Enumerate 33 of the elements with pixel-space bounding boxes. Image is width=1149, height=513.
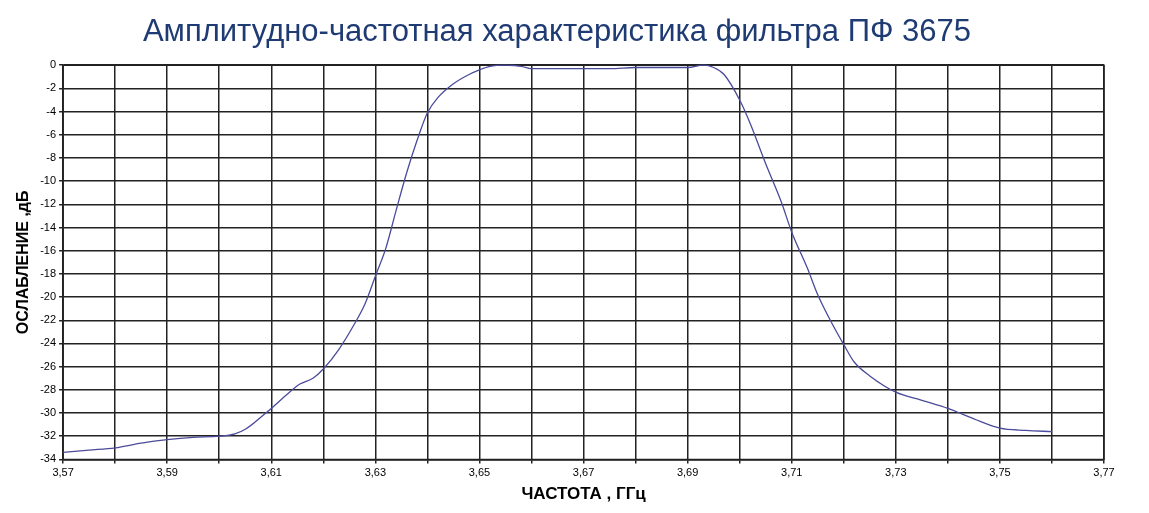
y-tick-label: -24 [40, 336, 57, 349]
y-tick-label: -16 [40, 243, 57, 256]
y-tick-label: -22 [40, 313, 57, 326]
y-tick-label: -18 [40, 266, 57, 279]
y-tick-label: -32 [40, 429, 57, 442]
y-tick-label: -6 [46, 127, 57, 140]
x-tick-label: 3,71 [781, 466, 803, 479]
y-tick-label: 0 [49, 58, 57, 71]
x-tick-label: 3,75 [989, 466, 1011, 479]
x-tick-label: 3,73 [885, 466, 907, 479]
x-tick-label: 3,67 [572, 466, 595, 479]
x-tick-label: 3,57 [52, 466, 74, 479]
chart-title: Амплитудно-частотная характеристика фильтра ПФ 3675 [142, 13, 972, 49]
y-axis-title: ОСЛАБЛЕНИЕ ,дБ [14, 190, 32, 335]
x-tick-label: 3,65 [468, 466, 491, 479]
y-tick-label: -28 [40, 382, 57, 395]
y-tick-label: -20 [40, 290, 57, 303]
x-tick-label: 3,69 [676, 466, 699, 479]
x-tick-label: 3,59 [156, 466, 178, 479]
y-tick-label: -26 [40, 359, 57, 372]
y-tick-label: -30 [40, 406, 57, 419]
y-tick-label: -12 [40, 197, 57, 210]
y-tick-label: -4 [46, 104, 57, 117]
y-tick-label: -34 [40, 452, 57, 465]
y-tick-label: -8 [46, 150, 57, 163]
x-axis-title: ЧАСТОТА , ГГц [521, 484, 647, 504]
x-tick-label: 3,77 [1093, 466, 1115, 479]
y-tick-label: -10 [40, 174, 57, 187]
y-tick-label: -2 [46, 81, 57, 94]
x-tick-label: 3,61 [260, 466, 282, 479]
line-series [62, 64, 1053, 454]
y-tick-label: -14 [40, 220, 57, 233]
x-tick-label: 3,63 [364, 466, 387, 479]
